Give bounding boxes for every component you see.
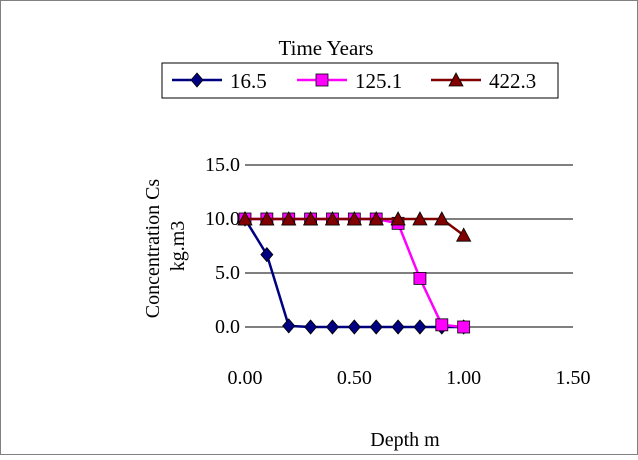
- legend-label: 422.3: [489, 69, 536, 93]
- legend-label: 125.1: [355, 69, 402, 93]
- y-tick-label: 10.0: [205, 208, 240, 230]
- y-tick-labels: 0.0 5.0 10.0 15.0: [205, 154, 240, 338]
- data-point: [260, 247, 274, 263]
- x-tick-label: 0.50: [337, 367, 372, 389]
- x-tick-labels: 0.00 0.50 1.00 1.50: [228, 367, 591, 389]
- series-422.3: [237, 211, 472, 242]
- legend-marker: [448, 72, 464, 87]
- data-point: [368, 211, 384, 226]
- data-point: [282, 318, 296, 334]
- data-point: [412, 211, 428, 226]
- data-point: [237, 211, 253, 226]
- data-point: [259, 211, 275, 226]
- data-point: [324, 211, 341, 226]
- legend-marker: [190, 72, 204, 88]
- y-tick-label: 0.0: [215, 316, 240, 338]
- legend: 16.5 125.1 422.3: [172, 69, 536, 93]
- y-axis-label-line-2: kg.m3: [167, 221, 189, 272]
- legend-label: 16.5: [230, 69, 267, 93]
- plot-area: [245, 165, 573, 327]
- legend-marker: [315, 73, 329, 87]
- y-axis-label-line-1: Concentration Cs: [142, 179, 164, 319]
- data-point: [455, 227, 472, 242]
- data-point: [302, 211, 319, 226]
- data-point: [346, 211, 363, 226]
- data-point: [391, 319, 405, 335]
- data-point: [347, 319, 361, 335]
- x-tick-label: 1.50: [556, 367, 591, 389]
- x-tick-label: 0.00: [228, 367, 263, 389]
- y-tick-label: 5.0: [215, 262, 240, 284]
- series-layer: [237, 211, 472, 335]
- data-point: [435, 318, 449, 332]
- data-point: [304, 319, 318, 335]
- legend-item: 422.3: [431, 69, 536, 93]
- data-point: [413, 319, 427, 335]
- data-point: [434, 211, 450, 226]
- y-axis-label: Concentration Cs kg.m3: [142, 174, 189, 318]
- data-point: [325, 319, 339, 335]
- x-axis-label: Depth m: [370, 429, 440, 451]
- data-point: [457, 320, 471, 334]
- data-point: [281, 211, 297, 226]
- legend-title: Time Years: [279, 36, 374, 60]
- y-tick-label: 15.0: [205, 154, 240, 176]
- legend-box: [161, 62, 559, 99]
- data-point: [369, 319, 383, 335]
- x-tick-label: 1.00: [446, 367, 481, 389]
- legend-item: 125.1: [297, 69, 402, 93]
- data-point: [413, 271, 427, 285]
- legend-item: 16.5: [172, 69, 267, 93]
- data-point: [390, 211, 406, 226]
